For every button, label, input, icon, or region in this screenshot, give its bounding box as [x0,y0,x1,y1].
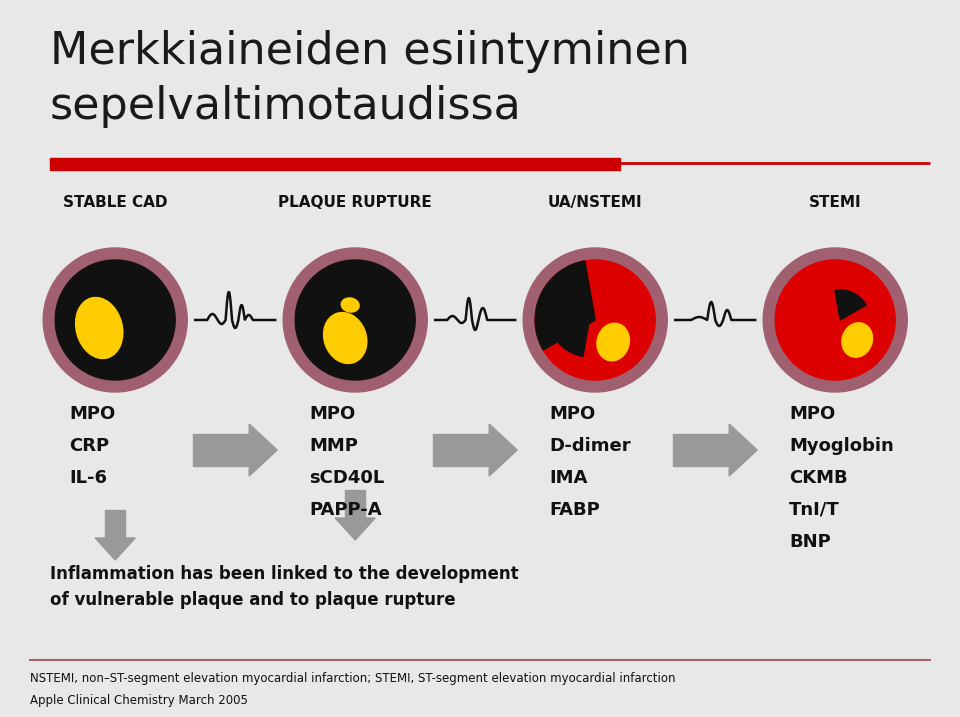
Text: Myoglobin: Myoglobin [789,437,894,455]
Text: Apple Clinical Chemistry March 2005: Apple Clinical Chemistry March 2005 [30,694,248,707]
Bar [193,434,250,466]
Bar [346,490,365,518]
Text: Merkkiaineiden esiintyminen: Merkkiaineiden esiintyminen [50,30,690,73]
Text: UA/NSTEMI: UA/NSTEMI [548,195,642,210]
Text: STABLE CAD: STABLE CAD [63,195,167,210]
Text: MPO: MPO [309,405,355,423]
Circle shape [296,260,416,380]
Text: CKMB: CKMB [789,469,848,487]
Circle shape [763,248,907,392]
Text: BNP: BNP [789,533,831,551]
Circle shape [523,248,667,392]
Circle shape [776,260,895,380]
Ellipse shape [341,298,359,312]
Text: NSTEMI, non–ST-segment elevation myocardial infarction; STEMI, ST-segment elevat: NSTEMI, non–ST-segment elevation myocard… [30,672,676,685]
Wedge shape [835,290,866,320]
Text: MPO: MPO [69,405,115,423]
Text: STEMI: STEMI [809,195,861,210]
Bar [433,434,490,466]
Text: PLAQUE RUPTURE: PLAQUE RUPTURE [278,195,432,210]
Wedge shape [536,261,595,350]
Polygon shape [490,424,517,476]
Circle shape [55,260,176,380]
Text: PAPP-A: PAPP-A [309,501,382,519]
Text: D-dimer: D-dimer [549,437,631,455]
Text: MPO: MPO [549,405,595,423]
Ellipse shape [324,313,367,364]
Ellipse shape [842,323,873,357]
Circle shape [43,248,187,392]
Text: IMA: IMA [549,469,588,487]
Text: MMP: MMP [309,437,358,455]
Text: MPO: MPO [789,405,835,423]
Text: Inflammation has been linked to the development: Inflammation has been linked to the deve… [50,565,518,583]
Wedge shape [548,288,590,356]
Bar [106,510,125,538]
Text: of vulnerable plaque and to plaque rupture: of vulnerable plaque and to plaque ruptu… [50,591,456,609]
Text: CRP: CRP [69,437,109,455]
Text: IL-6: IL-6 [69,469,108,487]
Text: TnI/T: TnI/T [789,501,840,519]
Ellipse shape [597,323,630,361]
Text: FABP: FABP [549,501,600,519]
Polygon shape [250,424,277,476]
Circle shape [283,248,427,392]
Text: sCD40L: sCD40L [309,469,384,487]
Ellipse shape [76,298,123,358]
Polygon shape [730,424,757,476]
Bar [673,434,730,466]
Circle shape [536,260,655,380]
Polygon shape [95,538,135,560]
Polygon shape [335,518,375,540]
Text: sepelvaltimotaudissa: sepelvaltimotaudissa [50,85,521,128]
